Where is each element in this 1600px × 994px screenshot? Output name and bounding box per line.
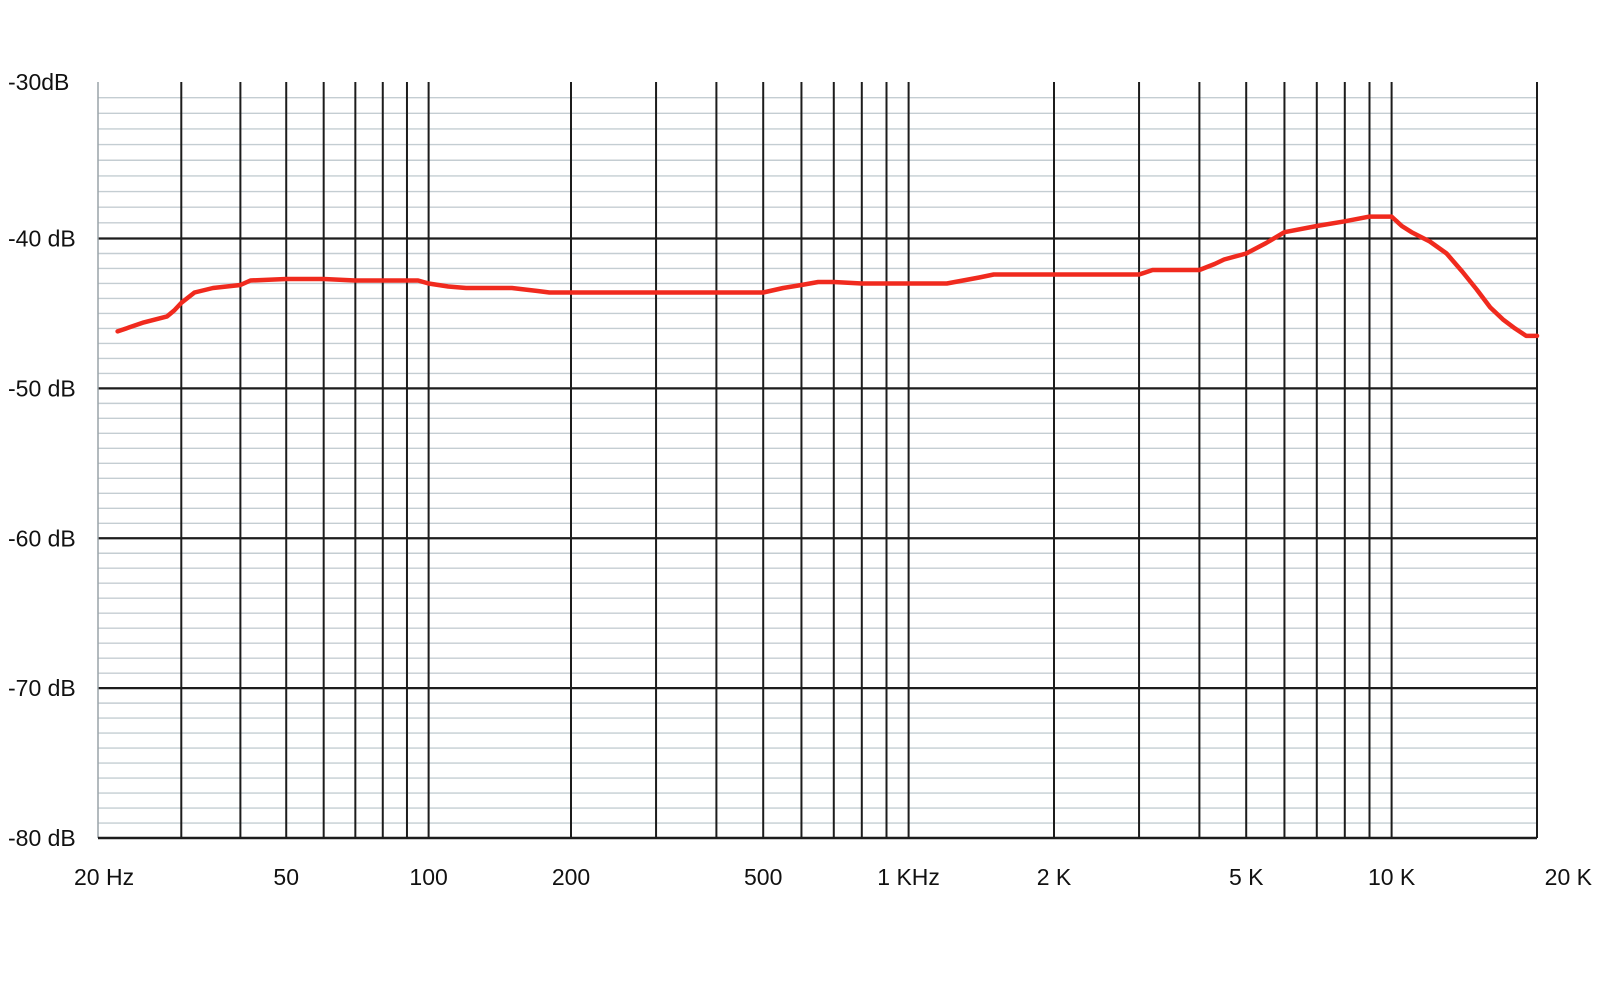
x-tick-label: 2 K xyxy=(1037,864,1072,890)
major-grid xyxy=(98,82,1537,838)
y-tick-label: -80 dB xyxy=(8,825,76,851)
series-layer xyxy=(115,214,1540,339)
response-curve xyxy=(115,214,1540,339)
x-tick-label: 500 xyxy=(744,864,782,890)
x-tick-label: 20 K xyxy=(1545,864,1593,890)
x-tick-label: 50 xyxy=(273,864,299,890)
minor-grid xyxy=(98,96,1537,824)
y-tick-label: -40 dB xyxy=(8,226,76,252)
axes xyxy=(97,82,1538,840)
y-tick-label: -50 dB xyxy=(8,375,76,401)
y-tick-label: -30dB xyxy=(8,69,69,95)
x-tick-label: 100 xyxy=(409,864,447,890)
y-tick-label: -70 dB xyxy=(8,675,76,701)
x-tick-label: 5 K xyxy=(1229,864,1264,890)
tick-labels: -30dB -40 dB -50 dB -60 dB -70 dB -80 dB 20 Hz… xyxy=(8,69,1593,890)
x-tick-label: 10 K xyxy=(1368,864,1416,890)
x-tick-label: 1 KHz xyxy=(877,864,940,890)
x-tick-label: 20 Hz xyxy=(74,864,134,890)
y-tick-label: -60 dB xyxy=(8,525,76,551)
x-tick-label: 200 xyxy=(552,864,590,890)
